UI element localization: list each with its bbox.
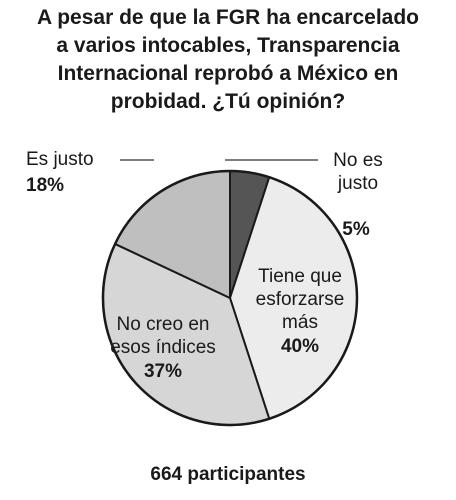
chart-title: A pesar de que la FGR ha encarcelado a v… — [0, 4, 456, 116]
participants-count: 664 participantes — [150, 464, 306, 485]
pie-outline — [101, 169, 359, 427]
slice-label-es-justo: Es justo — [26, 149, 94, 170]
title-line: a varios intocables, Transparencia — [56, 34, 400, 57]
slice-label-no-creo-en-esos-indices: No creo en esos índices — [110, 314, 216, 358]
slice-label-tiene-que-esforzarse-mas: Tiene que esforzarse más — [256, 266, 345, 333]
title-line: probidad. ¿Tú opinión? — [110, 90, 346, 113]
slice-value-no-creo-en-esos-indices: 37% — [144, 361, 182, 382]
slice-label-no-es-justo: No es justo — [333, 150, 383, 194]
slice-value-es-justo: 18% — [26, 175, 64, 196]
title-line: Internacional reprobó a México en — [57, 62, 399, 85]
slice-value-no-es-justo: 5% — [342, 219, 370, 240]
slice-value-tiene-que-esforzarse-mas: 40% — [281, 336, 319, 357]
title-line: A pesar de que la FGR ha encarcelado — [36, 6, 420, 29]
